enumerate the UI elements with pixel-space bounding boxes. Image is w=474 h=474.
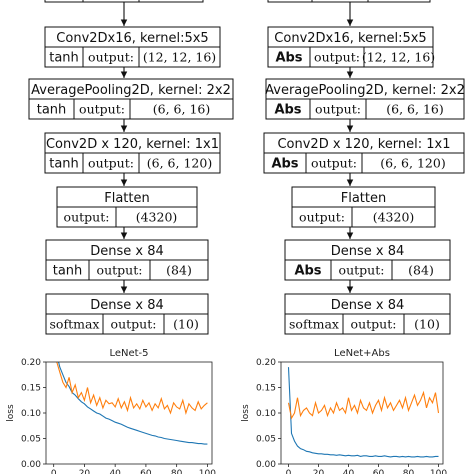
output-value: (4320) [136,210,178,225]
val-loss-line [287,390,440,420]
activation-label: Abs [275,51,302,66]
layer-box: Dense x 84 tanh output: (84) [45,239,209,281]
y-tick-label: 0.15 [256,384,276,394]
val-loss-line [56,362,208,416]
layer-title: Conv2D x 120, kernel: 1x1 [277,137,450,152]
x-tick-label: 0 [51,469,57,474]
output-value: (84) [408,263,434,278]
output-value: (6, 6, 16) [386,102,443,117]
output-label: output: [351,317,397,332]
layer-box: AveragePooling2D, kernel: 2x2 tanh output:… [28,78,234,120]
x-tick-label: 80 [403,469,415,474]
activation-label: tanh [37,103,67,118]
x-tick-label: 0 [286,469,292,474]
layer-title: Conv2D x 120, kernel: 1x1 [46,137,219,152]
activation-label: softmax [289,317,339,332]
output-label: output: [315,102,361,117]
output-label: output: [111,317,157,332]
lenetabs-loss-chart: LeNet+Abs 0.00 0.05 0.10 0.15 0.20 0 20 40 60 80 10… [241,348,447,474]
output-label: output: [79,102,125,117]
layer-title: Flatten [104,191,150,206]
chart-title: LeNet+Abs [334,348,390,359]
y-tick-label: 0.20 [21,358,41,368]
x-tick-label: 60 [373,469,385,474]
layer-box: Flatten output: (4320) [56,186,198,228]
layer-box: Conv2Dx16, kernel:5x5 tanh output: (12, 12,… [44,26,221,68]
output-label: output: [64,210,110,225]
output-label: output: [311,156,357,171]
x-tick-label: 100 [199,469,216,474]
activation-label: tanh [53,264,83,279]
x-tick-label: 80 [171,469,183,474]
output-value: (12, 12, 16) [143,50,216,65]
layer-box-frame [267,0,431,3]
layer-title: Conv2Dx16, kernel:5x5 [274,31,426,46]
output-label: output: [314,50,360,65]
layer-title: Dense x 84 [331,298,405,313]
layer-box: AveragePooling2D, kernel: 2x2 Abs output: (… [265,78,465,120]
output-value: (10) [173,317,199,332]
layer-title: Dense x 84 [90,244,164,259]
y-tick-label: 0.20 [256,358,276,368]
train-loss-line [287,367,439,458]
y-axis-label: loss [241,404,251,422]
output-value: (6, 6, 16) [153,102,210,117]
x-tick-label: 20 [313,469,325,474]
layer-title: AveragePooling2D, kernel: 2x2 [31,83,231,98]
layer-box: Dense x 84 softmax output: (10) [45,293,209,335]
layer-title: AveragePooling2D, kernel: 2x2 [265,83,465,98]
output-value: (6, 6, 120) [147,156,212,171]
output-value: (10) [414,317,440,332]
layer-box: Conv2D x 120, kernel: 1x1 Abs output: (6, 6… [263,132,465,174]
activation-label: Abs [271,157,298,172]
x-tick-label: 100 [430,469,447,474]
plot-frame [45,361,213,465]
y-tick-label: 0.15 [21,384,41,394]
output-value: (6, 6, 120) [380,156,445,171]
output-label: output: [88,50,134,65]
activation-label: Abs [274,103,301,118]
output-value: (12, 12, 16) [362,50,435,65]
x-tick-label: 60 [140,469,152,474]
lenet5-loss-chart: LeNet-5 0.00 0.05 0.10 0.15 0.20 0 20 40 60 80 100 l… [6,348,216,474]
y-tick-label: 0.10 [256,409,276,419]
y-axis-label: loss [6,404,16,422]
output-label: output: [299,210,345,225]
activation-label: tanh [49,157,79,172]
layer-title: Dense x 84 [90,298,164,313]
activation-label: tanh [49,51,79,66]
y-tick-label: 0.00 [256,460,276,470]
output-value: (84) [166,263,192,278]
layer-title: Conv2Dx16, kernel:5x5 [56,31,208,46]
layer-box: Dense x 84 Abs output: (84) [284,239,451,281]
output-value: (4320) [373,210,415,225]
output-label: output: [339,263,385,278]
layer-title: Dense x 84 [331,244,405,259]
chart-title: LeNet-5 [109,348,148,359]
layer-box: Dense x 84 softmax output: (10) [284,293,451,335]
output-label: output: [88,156,134,171]
activation-label: softmax [50,317,100,332]
output-label: output: [97,263,143,278]
train-loss-line [58,362,208,445]
y-tick-label: 0.05 [21,435,41,445]
y-tick-label: 0.00 [21,460,41,470]
layer-box: Conv2D x 120, kernel: 1x1 tanh output: (6, … [44,132,221,174]
plot-frame [280,361,444,465]
x-tick-label: 20 [79,469,91,474]
layer-box-frame [44,0,204,3]
activation-label: Abs [294,264,321,279]
x-tick-label: 40 [343,469,355,474]
y-tick-label: 0.10 [21,409,41,419]
x-tick-label: 40 [109,469,121,474]
layer-title: Flatten [341,191,387,206]
y-tick-label: 0.05 [256,435,276,445]
layer-box: Flatten output: (4320) [291,186,436,228]
layer-box: Conv2Dx16, kernel:5x5 Abs output: (12, 12, … [267,26,435,68]
